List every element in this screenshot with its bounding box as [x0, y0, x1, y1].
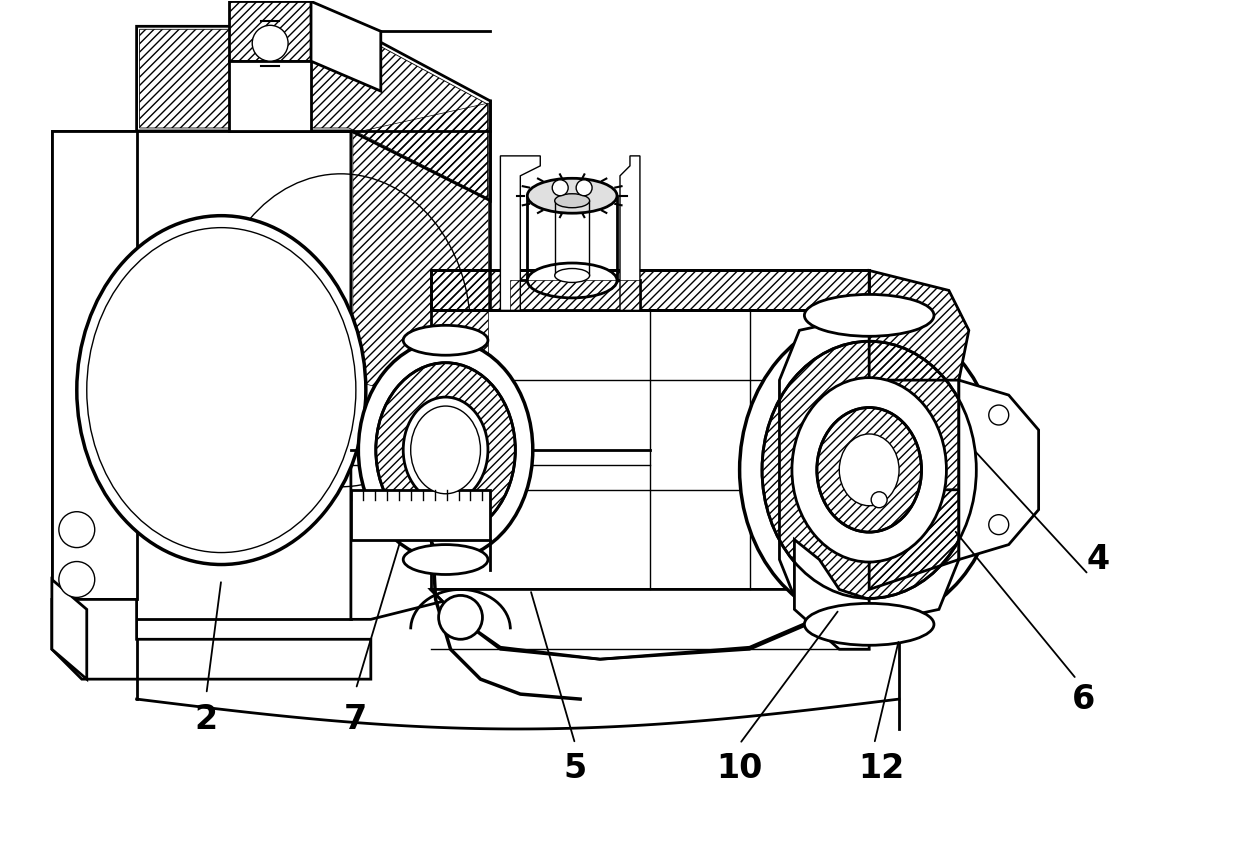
- Polygon shape: [795, 540, 869, 649]
- Polygon shape: [229, 62, 311, 131]
- Ellipse shape: [792, 378, 946, 562]
- Text: 2: 2: [195, 702, 218, 735]
- Polygon shape: [136, 26, 491, 201]
- Polygon shape: [869, 490, 959, 589]
- Ellipse shape: [839, 434, 899, 506]
- Text: 10: 10: [717, 752, 763, 786]
- Circle shape: [872, 491, 887, 507]
- Circle shape: [988, 515, 1008, 534]
- Ellipse shape: [410, 406, 480, 494]
- Text: 6: 6: [1071, 683, 1095, 716]
- Ellipse shape: [739, 315, 998, 625]
- Ellipse shape: [403, 545, 487, 574]
- Circle shape: [577, 180, 591, 196]
- Ellipse shape: [554, 269, 589, 282]
- Polygon shape: [780, 315, 959, 625]
- Polygon shape: [869, 271, 968, 380]
- Polygon shape: [430, 310, 869, 589]
- Polygon shape: [511, 281, 640, 310]
- Text: 5: 5: [563, 752, 587, 786]
- Polygon shape: [52, 579, 87, 679]
- Ellipse shape: [554, 194, 589, 207]
- Text: 4: 4: [1086, 543, 1110, 576]
- Ellipse shape: [527, 263, 618, 298]
- Circle shape: [58, 512, 94, 548]
- Polygon shape: [52, 131, 351, 620]
- Text: 12: 12: [858, 752, 904, 786]
- Ellipse shape: [403, 397, 487, 502]
- Circle shape: [988, 405, 1008, 425]
- Ellipse shape: [805, 604, 934, 645]
- Polygon shape: [620, 156, 640, 310]
- Polygon shape: [959, 380, 1039, 560]
- Polygon shape: [351, 101, 491, 620]
- Polygon shape: [311, 2, 381, 91]
- Polygon shape: [52, 131, 136, 599]
- Ellipse shape: [805, 294, 934, 336]
- Circle shape: [252, 25, 288, 62]
- Circle shape: [58, 561, 94, 598]
- Ellipse shape: [358, 341, 533, 560]
- Polygon shape: [351, 490, 491, 540]
- Polygon shape: [430, 589, 869, 659]
- Circle shape: [552, 180, 568, 196]
- Polygon shape: [52, 599, 371, 679]
- Ellipse shape: [527, 179, 618, 213]
- Polygon shape: [501, 156, 541, 310]
- Circle shape: [439, 595, 482, 639]
- Text: 7: 7: [345, 702, 367, 735]
- Polygon shape: [229, 2, 311, 62]
- Ellipse shape: [77, 216, 366, 565]
- Ellipse shape: [403, 325, 487, 355]
